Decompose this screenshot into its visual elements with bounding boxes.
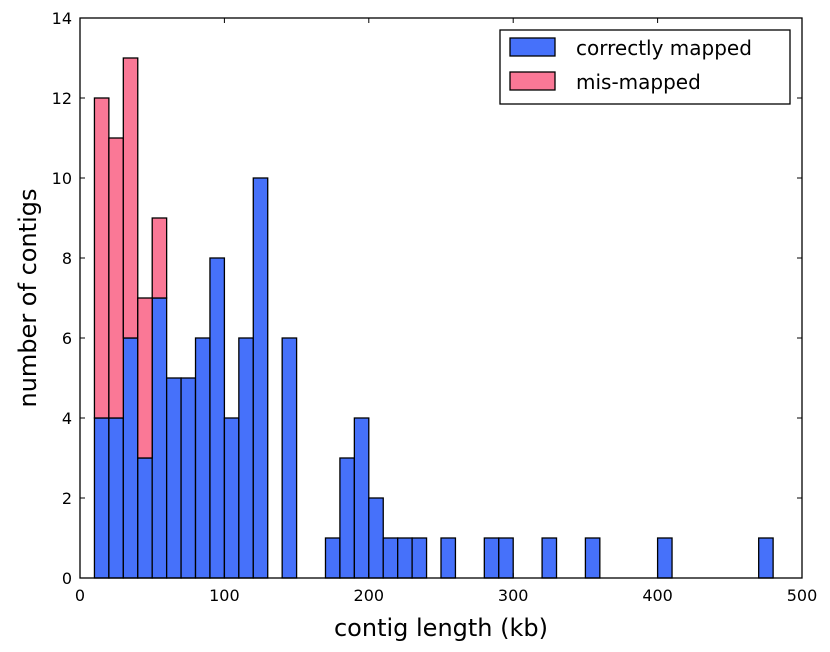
x-tick-label: 300 [498,586,529,605]
y-tick-label: 8 [62,249,72,268]
y-tick-label: 6 [62,329,72,348]
plot-frame [79,17,803,579]
y-tick-label: 10 [52,169,72,188]
y-axis-title: number of contigs [14,189,42,408]
legend-swatch-correctly-mapped [509,37,556,57]
bar-correctly-mapped-30 [122,337,139,579]
bar-correctly-mapped-250 [440,537,457,579]
bar-correctly-mapped-280 [483,537,500,579]
y-tick-label: 12 [52,89,72,108]
bar-correctly-mapped-180 [339,457,356,579]
bar-mis-mapped-10 [93,97,110,419]
bar-correctly-mapped-400 [656,537,673,579]
ticks-layer: 0 100 200 300 400 500 0 2 4 6 8 10 12 14 [52,9,818,605]
bar-correctly-mapped-20 [108,417,124,579]
bar-correctly-mapped-210 [382,537,399,579]
x-tick-label: 0 [75,586,85,605]
legend-label-mis-mapped: mis-mapped [576,70,701,94]
bar-correctly-mapped-350 [584,537,601,579]
legend-swatch-mis-mapped [509,71,556,91]
bar-correctly-mapped-230 [411,537,428,579]
bar-correctly-mapped-60 [165,377,182,579]
bar-mis-mapped-50 [151,217,168,299]
bar-correctly-mapped-120 [252,177,269,579]
bar-correctly-mapped-50 [151,297,168,579]
bar-mis-mapped-20 [108,137,124,419]
bar-correctly-mapped-470 [758,537,774,579]
x-axis-title: contig length (kb) [334,614,548,642]
x-tick-label: 500 [787,586,818,605]
bar-correctly-mapped-200 [368,497,384,579]
y-tick-label: 2 [62,489,72,508]
legend: correctly mapped mis-mapped [499,29,791,105]
x-tick-label: 200 [354,586,385,605]
x-tick-label: 100 [209,586,240,605]
bar-correctly-mapped-290 [498,537,514,579]
bar-correctly-mapped-10 [93,417,110,579]
bar-correctly-mapped-220 [397,537,413,579]
x-tick-label: 400 [642,586,673,605]
bar-correctly-mapped-90 [209,257,226,579]
legend-label-correctly-mapped: correctly mapped [576,36,752,60]
bar-correctly-mapped-140 [281,337,298,579]
bar-mis-mapped-30 [122,57,139,339]
bar-correctly-mapped-100 [223,417,240,579]
bar-correctly-mapped-110 [238,337,254,579]
y-tick-label: 4 [62,409,72,428]
bar-correctly-mapped-40 [137,457,153,579]
bar-correctly-mapped-320 [541,537,558,579]
y-tick-label: 14 [52,9,72,28]
y-tick-label: 0 [62,569,72,588]
bar-correctly-mapped-190 [353,417,370,579]
bar-mis-mapped-40 [137,297,153,459]
bar-correctly-mapped-170 [324,537,341,579]
bar-correctly-mapped-70 [180,377,197,579]
bar-correctly-mapped-80 [194,337,211,579]
